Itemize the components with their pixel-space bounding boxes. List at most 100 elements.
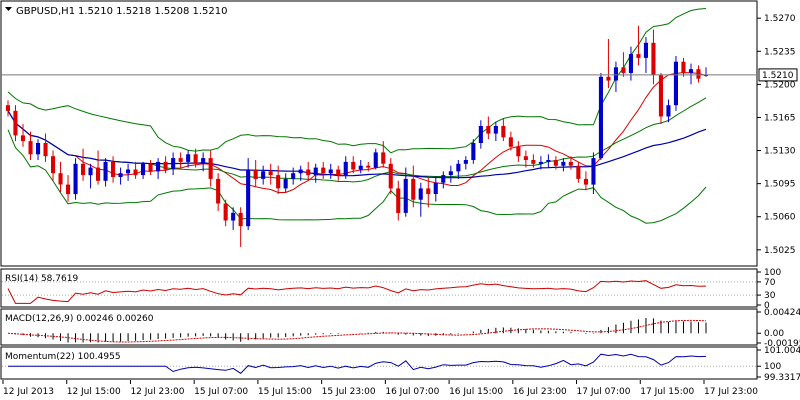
macd-tick-label: 0.00 [764,329,784,339]
dropdown-triangle-icon[interactable] [5,7,12,11]
candle-body [636,54,641,58]
candle-body [118,173,123,177]
time-tick-label: 17 Jul 15:00 [640,387,694,397]
candle-body [388,163,393,189]
time-tick-label: 15 Jul 23:00 [322,387,376,397]
candle-body [96,167,101,181]
moving-averages [7,72,707,193]
symbol-title: GBPUSD,H1 [16,6,75,17]
candle-body [681,61,686,73]
candle-body [328,169,333,174]
candle-body [208,158,213,179]
candle-body [613,67,618,81]
candle-body [688,69,693,73]
price-tick-label: 1.5060 [764,213,796,223]
rsi-panel-frame [0,268,758,308]
candle-body [531,160,536,164]
candle-body [163,161,168,170]
price-tick-label: 1.5130 [764,147,796,157]
candle-body [583,178,588,185]
macd-tick-label: 0.00424 [764,308,800,318]
candle-body [253,169,258,179]
candle-body [366,165,371,168]
macd-label: MACD(12,26,9) 0.00246 0.00260 [5,314,154,324]
candle-body [493,126,498,134]
current-price-line: 1.5210 [2,68,798,82]
candle-body [411,178,416,200]
candle-body [606,76,611,81]
time-tick-label: 16 Jul 07:00 [385,387,439,397]
candle-body [186,154,191,162]
bollinger-lower-line [7,129,707,224]
rsi-tick-label: 70 [764,278,776,288]
candle-body [88,167,93,176]
candle-body [501,126,506,138]
time-tick-label: 17 Jul 07:00 [577,387,631,397]
candle-body [148,163,153,172]
candle-body [673,61,678,106]
chart-title-group: GBPUSD,H1 1.5210 1.5218 1.5208 1.5210 [5,6,228,17]
price-tick-label: 1.5200 [764,80,796,90]
candle-body [396,188,401,213]
candle-body [598,76,603,159]
candle-body [486,126,491,134]
candle-body [13,110,18,136]
candle-body [306,169,311,176]
main-panel-frame [0,0,758,267]
candle-body [261,171,266,179]
candle-body [523,156,528,160]
candle-body [313,167,318,176]
candle-body [666,105,671,117]
candle-body [561,161,566,166]
candle-body [178,158,183,162]
candle-body [456,163,461,172]
candle-body [381,152,386,164]
rsi-tick-label: 30 [764,291,776,301]
bollinger-bands [7,8,707,224]
candle-body [538,161,543,164]
candle-body [231,212,236,221]
time-tick-label: 16 Jul 15:00 [449,387,503,397]
price-tick-label: 1.5095 [764,180,796,190]
candle-body [433,182,438,194]
candle-body [508,137,513,147]
price-axis: 1.5270 1.5235 1.5200 1.5165 1.5130 1.5095 1.50… [757,14,796,256]
candle-body [448,171,453,176]
bollinger-upper-line [7,8,707,154]
rsi-tick-label: 100 [764,268,781,278]
candle-body [276,175,281,189]
rsi-line [7,280,707,304]
candle-body [126,169,131,174]
candle-body [546,160,551,162]
candle-body [471,143,476,160]
candle-body [238,212,243,227]
time-tick-label: 15 Jul 07:00 [194,387,248,397]
candle-body [58,173,63,185]
candle-body [426,188,431,195]
candle-body [516,146,521,157]
candle-body [133,169,138,176]
time-tick-label: 12 Jul 15:00 [67,387,121,397]
price-tick-label: 1.5270 [764,14,796,24]
candle-body [343,161,348,176]
candle-body [171,158,176,170]
candle-body [141,163,146,176]
current-price-box [758,68,798,82]
current-price-label: 1.5210 [762,71,794,81]
candle-body [201,158,206,164]
candle-body [441,175,446,183]
candle-body [291,173,296,179]
momentum-label: Momentum(22) 100.4955 [5,352,121,362]
time-tick-label: 12 Jul 2013 [3,387,54,397]
time-tick-label: 12 Jul 23:00 [130,387,184,397]
candle-body [321,167,326,174]
candle-body [81,163,86,176]
ma-blue-line [7,110,707,179]
price-tick-label: 1.5235 [764,47,796,57]
momentum-tick-label: 99.3317 [764,373,800,383]
time-axis: 12 Jul 2013 12 Jul 15:00 12 Jul 23:00 15 Ju… [2,380,758,397]
candle-body [111,161,116,177]
